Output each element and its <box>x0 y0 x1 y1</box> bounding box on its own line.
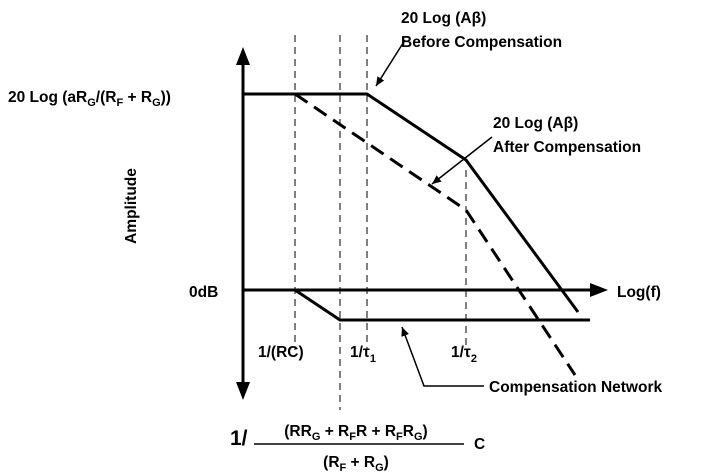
compensation-network-pointer <box>401 326 484 387</box>
zero-db-label: 0dB <box>189 284 218 301</box>
formula-suffix: C <box>474 436 485 453</box>
formula-denominator: (RF + RG) <box>323 454 389 474</box>
before-pointer <box>375 39 406 87</box>
formula-numerator: (RRG + RFR + RFRG) <box>284 423 427 443</box>
corner-label-rc: 1/(RC) <box>258 344 304 361</box>
after-label-line1: 20 Log (Aβ) <box>493 115 578 132</box>
formula-prefix: 1/ <box>230 427 248 450</box>
compensation-network-label: Compensation Network <box>489 379 662 396</box>
after-pointer <box>431 136 493 185</box>
corner-label-tau1: 1/τ1 <box>350 344 376 365</box>
horizontal-axis-arrow <box>590 283 608 297</box>
after-label-line2: After Compensation <box>493 139 641 156</box>
corner-label-tau2: 1/τ2 <box>451 344 477 365</box>
before-label-line2: Before Compensation <box>401 34 562 51</box>
y-axis-label: Amplitude <box>123 168 140 244</box>
after-compensation-curve <box>294 92 577 376</box>
before-label-line1: 20 Log (Aβ) <box>401 10 486 27</box>
vertical-axis-arrow-up <box>236 47 250 65</box>
gain-level-label: 20 Log (aRG/(RF + RG)) <box>8 89 171 109</box>
compensation-network-curve <box>243 288 590 322</box>
vertical-axis-arrow-down <box>236 382 250 400</box>
x-axis-label: Log(f) <box>617 284 661 301</box>
before-compensation-curve <box>243 92 580 313</box>
